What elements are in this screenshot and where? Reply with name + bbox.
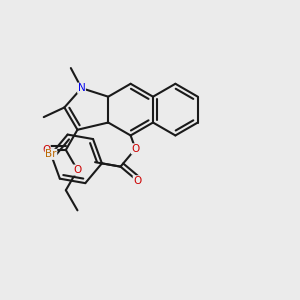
Text: Br: Br: [45, 149, 57, 159]
Text: N: N: [78, 83, 86, 93]
Text: O: O: [73, 165, 82, 175]
Text: O: O: [42, 145, 50, 155]
Text: O: O: [133, 176, 142, 186]
Text: O: O: [131, 144, 140, 154]
